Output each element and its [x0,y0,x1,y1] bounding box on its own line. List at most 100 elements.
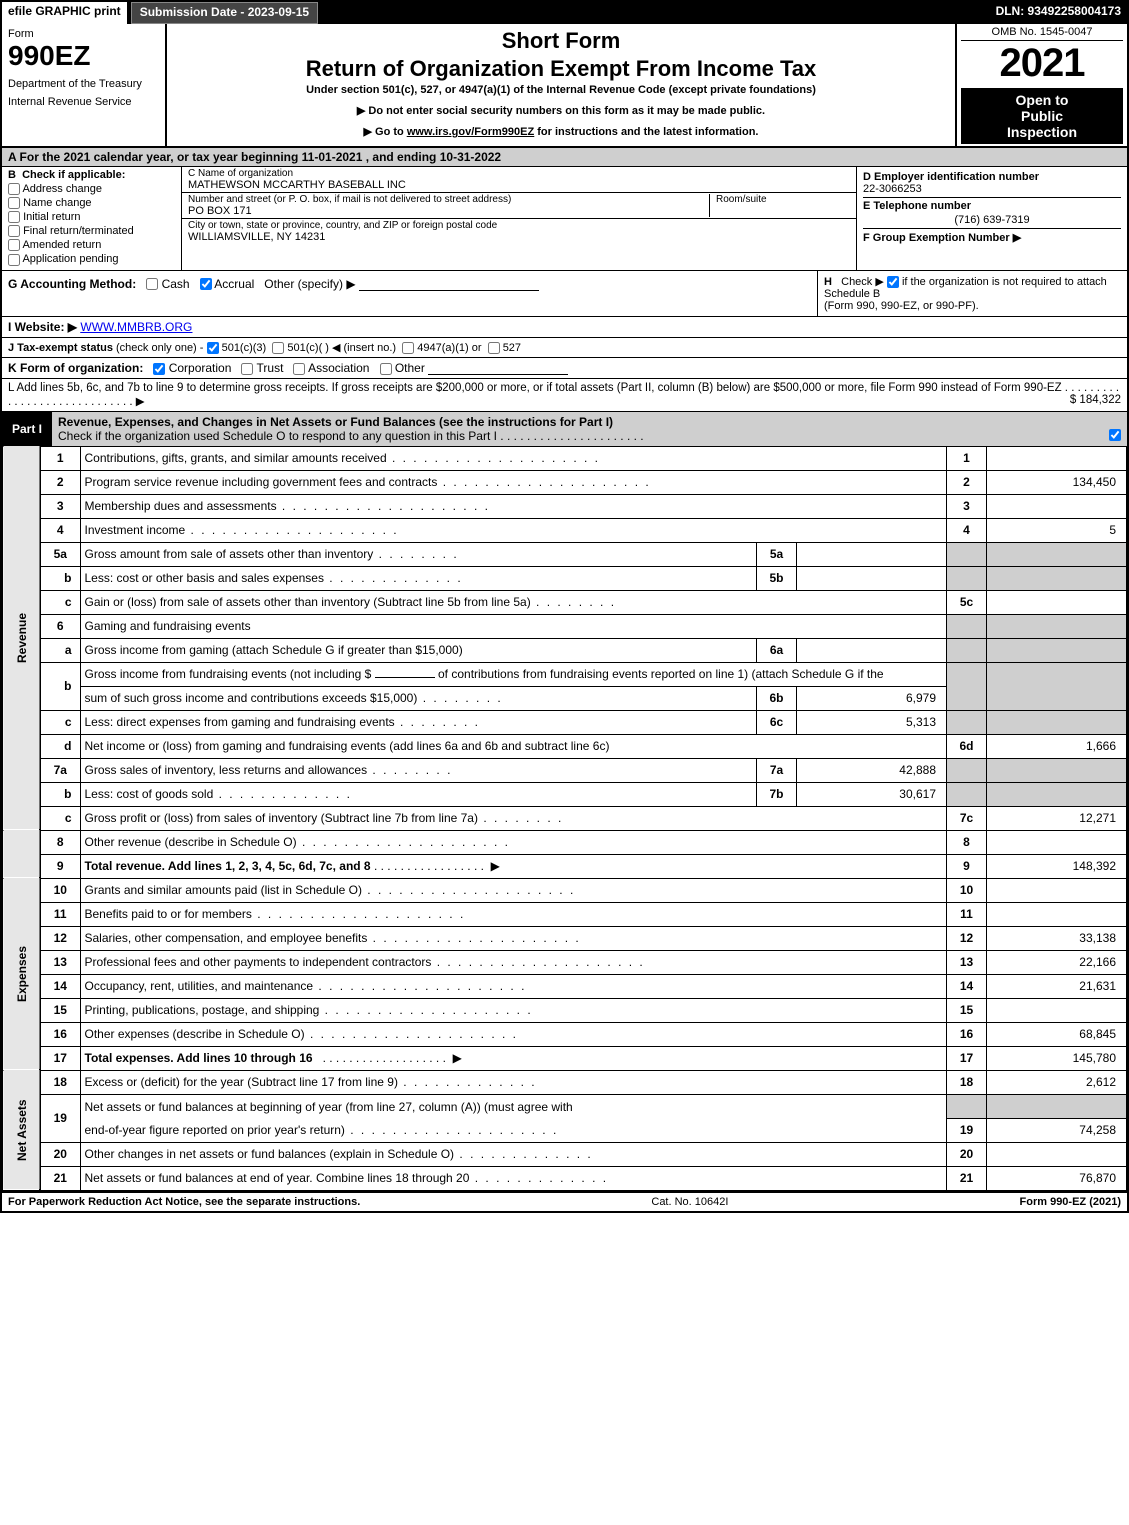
l11-box: 11 [947,902,987,926]
line-3: 3 Membership dues and assessments 3 [3,494,1127,518]
irs-link[interactable]: www.irs.gov/Form990EZ [407,126,534,138]
h-text3: (Form 990, 990-EZ, or 990-PF). [824,300,979,312]
l10-desc: Grants and similar amounts paid (list in… [80,878,947,902]
l5c-num: c [40,590,80,614]
l6b-d2: of contributions from fundraising events… [438,667,884,681]
line-4: 4 Investment income 4 5 [3,518,1127,542]
chk-4947a1[interactable] [402,342,414,354]
h-check-text: Check ▶ [841,276,884,288]
l6a-inval [797,638,947,662]
l14-val: 21,631 [987,974,1127,998]
ein-row: D Employer identification number 22-3066… [863,169,1121,198]
l21-num: 21 [40,1166,80,1190]
chk-schedule-o-part1[interactable] [1109,429,1121,441]
l13-num: 13 [40,950,80,974]
l20-box: 20 [947,1142,987,1166]
l6b-boxshade [947,662,987,710]
chk-final-return[interactable]: Final return/terminated [8,225,175,237]
chk-trust[interactable] [241,363,253,375]
footer-catalog: Cat. No. 10642I [651,1196,728,1208]
l18-num: 18 [40,1070,80,1094]
section-b-checkboxes: B Check if applicable: Address change Na… [2,167,182,270]
l12-desc: Salaries, other compensation, and employ… [80,926,947,950]
chk-other-org[interactable] [380,363,392,375]
chk-application-pending[interactable]: Application pending [8,253,175,265]
l7b-valshade [987,782,1127,806]
efile-print-button[interactable]: efile GRAPHIC print [2,2,127,24]
l13-desc: Professional fees and other payments to … [80,950,947,974]
l5a-boxshade [947,542,987,566]
line-9: 9 Total revenue. Add lines 1, 2, 3, 4, 5… [3,854,1127,878]
l3-box: 3 [947,494,987,518]
chk-527[interactable] [488,342,500,354]
b-check-label: Check if applicable: [22,169,125,181]
chk-association[interactable] [293,363,305,375]
line-6: 6 Gaming and fundraising events [3,614,1127,638]
chk-accrual[interactable] [200,278,212,290]
l11-num: 11 [40,902,80,926]
l14-box: 14 [947,974,987,998]
group-exemption-label: F Group Exemption Number ▶ [863,232,1021,244]
chk-amended-return[interactable]: Amended return [8,239,175,251]
chk-corporation[interactable] [153,363,165,375]
other-label: Other (specify) ▶ [264,277,355,291]
section-g-accounting: G Accounting Method: Cash Accrual Other … [2,271,817,316]
line-17: 17 Total expenses. Add lines 10 through … [3,1046,1127,1070]
footer-right: Form 990-EZ (2021) [1020,1196,1121,1208]
line-6b: b Gross income from fundraising events (… [3,662,1127,686]
l1-num: 1 [40,446,80,470]
l2-num: 2 [40,470,80,494]
l5b-inval [797,566,947,590]
chk-501c[interactable] [272,342,284,354]
opt-trust: Trust [257,361,284,375]
org-name-cell: C Name of organization MATHEWSON MCCARTH… [182,167,856,193]
l5c-box: 5c [947,590,987,614]
chk-initial-return[interactable]: Initial return [8,211,175,223]
l4-num: 4 [40,518,80,542]
goto-suffix: for instructions and the latest informat… [534,126,758,138]
l9-num: 9 [40,854,80,878]
l6a-valshade [987,638,1127,662]
l6b-desc3: sum of such gross income and contributio… [80,686,757,710]
org-city-cell: City or town, state or province, country… [182,219,856,244]
row-l-gross-receipts: L Add lines 5b, 6c, and 7b to line 9 to … [2,379,1127,412]
other-specify-line[interactable] [359,290,539,291]
opt-501c: 501(c)( ) ◀ (insert no.) [287,342,396,354]
chk-schedule-b-not-required[interactable] [887,276,899,288]
l6d-box: 6d [947,734,987,758]
l4-desc: Investment income [80,518,947,542]
line-15: 15 Printing, publications, postage, and … [3,998,1127,1022]
chk-name-change[interactable]: Name change [8,197,175,209]
l15-box: 15 [947,998,987,1022]
line-1: Revenue 1 Contributions, gifts, grants, … [3,446,1127,470]
other-org-line[interactable] [428,374,568,375]
l6b-d1: Gross income from fundraising events (no… [85,667,372,681]
l5c-val [987,590,1127,614]
website-link[interactable]: WWW.MMBRB.ORG [80,320,192,334]
l7c-num: c [40,806,80,830]
chk-address-change[interactable]: Address change [8,183,175,195]
l4-box: 4 [947,518,987,542]
k-label: K Form of organization: [8,361,143,375]
omb-number: OMB No. 1545-0047 [961,26,1123,41]
chk-initial-return-label: Initial return [23,211,80,223]
short-form-title: Short Form [175,28,947,54]
org-name-value: MATHEWSON MCCARTHY BASEBALL INC [188,179,850,191]
chk-final-return-label: Final return/terminated [23,225,134,237]
l19-val: 74,258 [987,1118,1127,1142]
l18-box: 18 [947,1070,987,1094]
cash-label: Cash [162,277,190,291]
chk-address-change-label: Address change [22,183,102,195]
l7c-desc: Gross profit or (loss) from sales of inv… [80,806,947,830]
l5a-desc: Gross amount from sale of assets other t… [80,542,757,566]
l9-box: 9 [947,854,987,878]
l6c-boxshade [947,710,987,734]
chk-cash[interactable] [146,278,158,290]
line-7c: c Gross profit or (loss) from sales of i… [3,806,1127,830]
l6a-num: a [40,638,80,662]
submission-date-label: Submission Date - 2023-09-15 [131,2,318,24]
l20-desc: Other changes in net assets or fund bala… [80,1142,947,1166]
l5b-num: b [40,566,80,590]
l19-desc1: Net assets or fund balances at beginning… [80,1094,947,1118]
chk-501c3[interactable] [207,342,219,354]
